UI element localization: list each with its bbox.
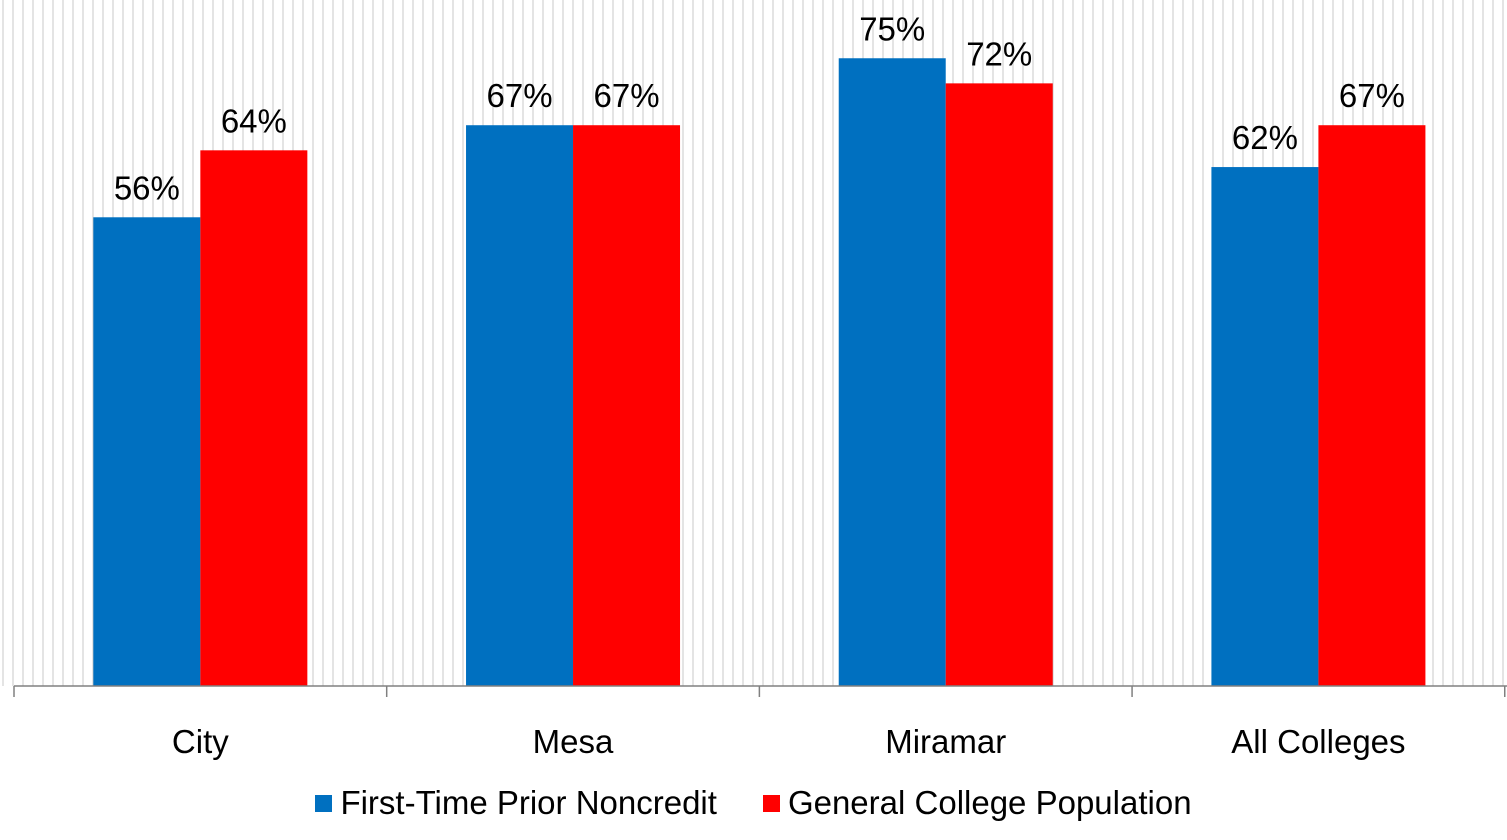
bar-1-mesa	[466, 125, 574, 686]
bar-1-city	[93, 217, 201, 686]
bar-1-miramar	[838, 58, 946, 686]
bar-1-all-colleges	[1211, 167, 1319, 686]
data-label: 67%	[1339, 77, 1405, 114]
bar-2-miramar	[945, 83, 1053, 687]
data-labels: 56% 67% 75% 62% 64% 67% 72% 67%	[114, 10, 1405, 206]
legend-label-series-1: First-Time Prior Noncredit	[340, 784, 717, 821]
legend-swatch-series-1	[315, 794, 333, 812]
x-tick-label: City	[172, 723, 229, 760]
bars	[93, 58, 1426, 687]
bar-2-city	[200, 150, 308, 686]
x-axis: City Mesa Miramar All Colleges	[13, 685, 1507, 760]
data-label: 62%	[1232, 119, 1298, 156]
bar-2-mesa	[573, 125, 681, 686]
x-tick-label: Mesa	[533, 723, 614, 760]
x-tick-label: Miramar	[885, 723, 1006, 760]
data-label: 67%	[487, 77, 553, 114]
legend-item-series-1: First-Time Prior Noncredit	[315, 784, 717, 822]
data-label: 64%	[221, 102, 287, 139]
bar-2-all-colleges	[1318, 125, 1426, 686]
legend-swatch-series-2	[762, 794, 780, 812]
data-label: 72%	[966, 35, 1032, 72]
legend: First-Time Prior Noncredit General Colle…	[0, 778, 1507, 828]
data-label: 75%	[859, 10, 925, 47]
x-tick-label: All Colleges	[1231, 723, 1405, 760]
data-label: 56%	[114, 169, 180, 206]
legend-label-series-2: General College Population	[787, 784, 1192, 821]
data-label: 67%	[594, 77, 660, 114]
legend-item-series-2: General College Population	[762, 784, 1192, 822]
